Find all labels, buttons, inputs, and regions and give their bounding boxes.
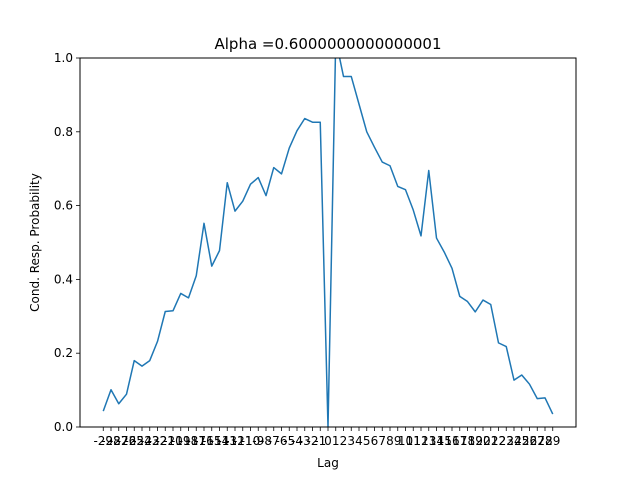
x-tick-label: 26: [522, 434, 537, 448]
x-tick-label: 3: [347, 434, 355, 448]
x-tick-label: -7: [268, 434, 280, 448]
y-axis: 0.0 0.2 0.4 0.6 0.8 1.0: [54, 51, 80, 434]
y-tick-label: 0.6: [54, 199, 73, 213]
x-tick-label: -27: [109, 434, 129, 448]
x-tick-label: 5: [363, 434, 371, 448]
x-tick-label: 22: [491, 434, 506, 448]
x-axis-label: Lag: [317, 456, 339, 470]
x-tick-label: 18: [460, 434, 475, 448]
x-tick-label: -15: [202, 434, 222, 448]
x-tick-label: 10: [398, 434, 413, 448]
x-tick-label: 19: [468, 434, 483, 448]
x-tick-label: -14: [210, 434, 230, 448]
x-tick-label: -24: [132, 434, 152, 448]
x-tick-label: 24: [506, 434, 521, 448]
y-tick-label: 0.4: [54, 272, 73, 286]
x-tick-label: -18: [179, 434, 199, 448]
x-tick-label: -11: [233, 434, 253, 448]
y-axis-label: Cond. Resp. Probability: [28, 173, 42, 312]
x-tick-label: 29: [545, 434, 560, 448]
x-tick-label: 4: [355, 434, 363, 448]
x-tick-label: 1: [332, 434, 340, 448]
x-tick-label: -25: [124, 434, 144, 448]
x-tick-label: 17: [452, 434, 467, 448]
x-axis: -29-28-27-26-25-24-23-22-21-20-19-18-17-…: [93, 427, 560, 448]
x-tick-label: -17: [186, 434, 206, 448]
x-tick-label: 8: [386, 434, 394, 448]
x-tick-label: -23: [140, 434, 160, 448]
x-tick-label: 14: [429, 434, 444, 448]
x-tick-label: -6: [276, 434, 288, 448]
plot-frame: [79, 57, 577, 428]
y-tick-label: 0.0: [54, 420, 73, 434]
y-tick-label: 1.0: [54, 51, 73, 65]
x-tick-label: 13: [421, 434, 436, 448]
y-tick-label: 0.2: [54, 346, 73, 360]
x-tick-label: -21: [155, 434, 175, 448]
x-tick-label: -3: [299, 434, 311, 448]
chart-title: Alpha =0.6000000000000001: [215, 35, 442, 53]
x-tick-label: 11: [406, 434, 421, 448]
x-tick-label: 28: [537, 434, 552, 448]
x-tick-label: -10: [241, 434, 261, 448]
x-tick-label: -20: [163, 434, 183, 448]
x-tick-label: 27: [530, 434, 545, 448]
x-tick-label: -4: [291, 434, 303, 448]
x-tick-label: -12: [225, 434, 245, 448]
y-tick-label: 0.8: [54, 125, 73, 139]
x-tick-label: -16: [194, 434, 214, 448]
x-tick-label: -26: [117, 434, 137, 448]
series-line: [102, 58, 554, 427]
x-tick-label: 16: [444, 434, 459, 448]
x-tick-label: -5: [283, 434, 295, 448]
x-tick-label: 2: [340, 434, 348, 448]
x-tick-label: -2: [307, 434, 319, 448]
x-tick-label: -19: [171, 434, 191, 448]
x-tick-label: 21: [483, 434, 498, 448]
x-tick-label: 23: [499, 434, 514, 448]
x-tick-label: 6: [371, 434, 379, 448]
x-tick-label: -1: [314, 434, 326, 448]
x-tick-label: 12: [413, 434, 428, 448]
x-tick-label: 9: [394, 434, 402, 448]
x-tick-label: 20: [475, 434, 490, 448]
x-tick-label: -9: [252, 434, 264, 448]
x-tick-label: 15: [437, 434, 452, 448]
x-tick-label: -22: [148, 434, 168, 448]
x-tick-label: -29: [93, 434, 113, 448]
x-tick-label: 25: [514, 434, 529, 448]
x-tick-label: 7: [378, 434, 386, 448]
x-tick-label: -28: [101, 434, 121, 448]
x-tick-label: -13: [217, 434, 237, 448]
x-tick-label: 0: [324, 434, 332, 448]
x-tick-label: -8: [260, 434, 272, 448]
